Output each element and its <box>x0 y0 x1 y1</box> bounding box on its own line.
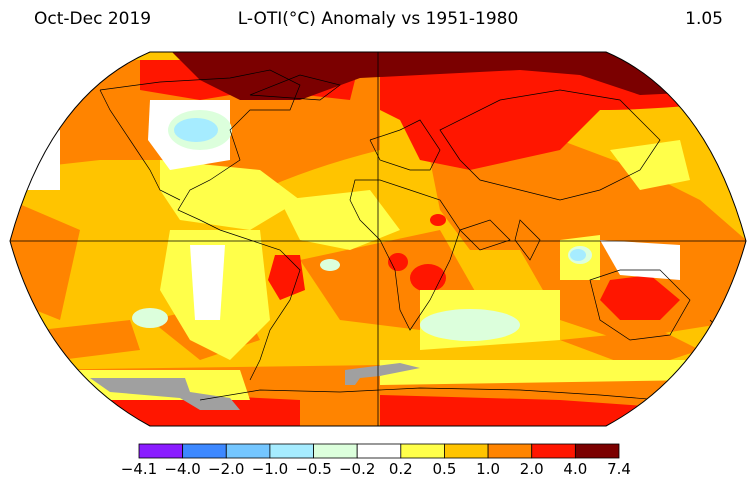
colorbar-swatch <box>487 443 533 459</box>
colorbar-tick-label: 0.2 <box>389 460 413 478</box>
colorbar-swatch <box>182 443 227 459</box>
colorbar-tick-label: 4.0 <box>563 460 587 478</box>
colorbar-tick-label: 7.4 <box>607 460 631 478</box>
colorbar-tick-label: −0.2 <box>339 460 375 478</box>
colorbar-swatch <box>531 443 576 459</box>
colorbar-tick-label: 1.0 <box>476 460 500 478</box>
colorbar-tick-label: 0.5 <box>433 460 457 478</box>
colorbar-tick-label: −0.5 <box>295 460 331 478</box>
colorbar-swatch <box>574 443 620 459</box>
map-title: L-OTI(°C) Anomaly vs 1951-1980 <box>237 9 519 29</box>
colorbar-swatch <box>225 443 271 459</box>
colorbar-tick-label: −4.0 <box>164 460 200 478</box>
colorbar-tick-label: 2.0 <box>520 460 544 478</box>
colorbar-swatch <box>138 443 184 459</box>
coastlines <box>99 69 721 401</box>
colorbar-swatch <box>313 443 358 459</box>
colorbar-swatch <box>269 443 314 459</box>
colorbar-tick-label: −4.1 <box>121 460 157 478</box>
global-mean-value: 1.05 <box>685 9 723 29</box>
colorbar-swatch <box>356 443 402 459</box>
colorbar-swatch <box>400 443 445 459</box>
colorbar-tick-label: −1.0 <box>252 460 288 478</box>
globe-outline <box>9 51 747 427</box>
colorbar-swatch <box>444 443 489 459</box>
colorbar-tick-label: −2.0 <box>208 460 244 478</box>
period-label: Oct-Dec 2019 <box>34 9 152 29</box>
